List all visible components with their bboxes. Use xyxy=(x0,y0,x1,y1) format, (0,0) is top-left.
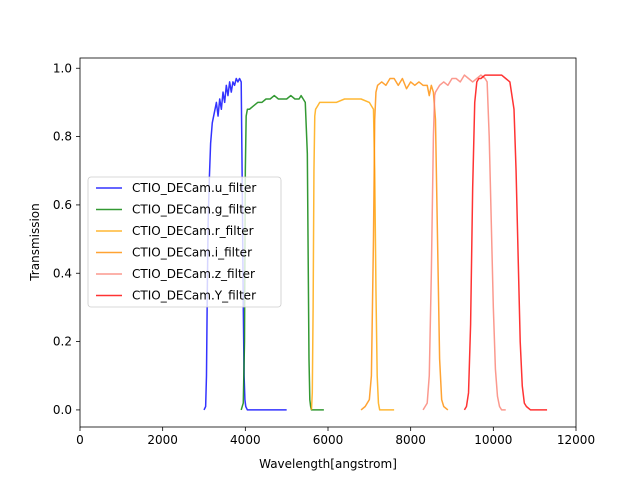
legend-label: CTIO_DECam.r_filter xyxy=(132,224,254,238)
x-tick-label: 0 xyxy=(76,433,84,447)
y-tick-label: 0.6 xyxy=(53,198,72,212)
y-tick-label: 0.2 xyxy=(53,335,72,349)
legend-entries: CTIO_DECam.u_filter CTIO_DECam.g_filter CT… xyxy=(96,181,256,303)
series-line-z-filter xyxy=(422,74,506,411)
series-layer xyxy=(203,74,548,411)
y-axis-ticks: 0.0 0.2 0.4 0.6 0.8 1.0 xyxy=(53,61,80,417)
legend-label: CTIO_DECam.g_filter xyxy=(132,203,256,217)
x-tick-label: 6000 xyxy=(313,433,344,447)
legend: CTIO_DECam.u_filter CTIO_DECam.g_filter CT… xyxy=(87,176,282,308)
x-tick-label: 12000 xyxy=(557,433,595,447)
legend-label: CTIO_DECam.u_filter xyxy=(132,181,256,195)
x-tick-label: 2000 xyxy=(147,433,178,447)
legend-label: CTIO_DECam.z_filter xyxy=(132,267,255,281)
y-tick-label: 0.8 xyxy=(53,130,72,144)
series-line-Y-filter xyxy=(463,74,548,411)
y-axis-label: Transmission xyxy=(28,203,42,282)
y-tick-label: 0.4 xyxy=(53,266,72,280)
x-tick-label: 4000 xyxy=(230,433,261,447)
series-line-r-filter xyxy=(310,98,395,411)
x-axis-label: Wavelength[angstrom] xyxy=(259,457,397,471)
x-axis-ticks: 0 2000 4000 6000 8000 10000 12000 xyxy=(76,427,595,447)
legend-box xyxy=(87,176,282,308)
x-tick-label: 8000 xyxy=(395,433,426,447)
series-line-u-filter xyxy=(203,77,287,411)
series-line-g-filter xyxy=(240,94,324,411)
series-line-i-filter xyxy=(360,77,449,411)
x-tick-label: 10000 xyxy=(474,433,512,447)
y-tick-label: 0.0 xyxy=(53,403,72,417)
y-tick-label: 1.0 xyxy=(53,61,72,75)
plot-area xyxy=(203,74,548,411)
legend-label: CTIO_DECam.Y_filter xyxy=(132,289,256,303)
legend-label: CTIO_DECam.i_filter xyxy=(132,246,252,260)
